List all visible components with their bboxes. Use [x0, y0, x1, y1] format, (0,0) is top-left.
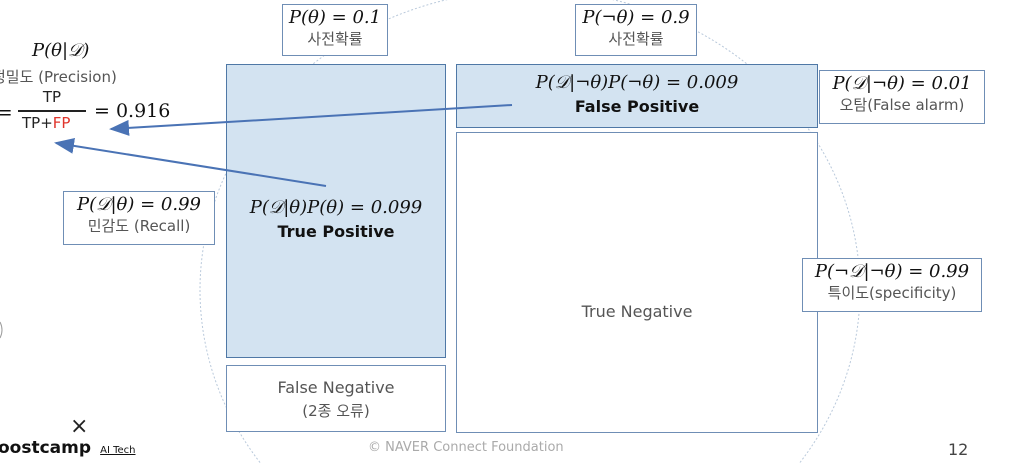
brand-sub: AI Tech [100, 445, 136, 456]
false-positive-region [456, 64, 818, 128]
prior-theta-formula: P(θ) = 0.1 [288, 7, 382, 28]
prior-theta-box: P(θ) = 0.1 사전확률 [282, 4, 388, 56]
copyright-text: © NAVER Connect Foundation [368, 440, 564, 455]
specificity-box: P(¬𝒟|¬θ) = 0.99 특이도(specificity) [802, 258, 982, 312]
false-negative-sublabel: (2종 오류) [302, 402, 370, 420]
specificity-label: 특이도(specificity) [827, 284, 957, 302]
logo-mark-icon: × [70, 414, 89, 439]
precision-equals: = [0, 100, 13, 124]
precision-numerator: TP [42, 88, 62, 106]
specificity-formula: P(¬𝒟|¬θ) = 0.99 [814, 261, 970, 282]
brand-logo: oostcamp AI Tech [0, 438, 136, 458]
fp-arrow [109, 104, 513, 136]
recall-box: P(𝒟|θ) = 0.99 민감도 (Recall) [63, 191, 215, 245]
prior-theta-label: 사전확률 [307, 30, 363, 48]
recall-formula: P(𝒟|θ) = 0.99 [76, 194, 202, 215]
precision-denominator: TP+FP [22, 114, 70, 132]
denominator-fp: FP [52, 114, 71, 132]
true-negative-label: True Negative [581, 302, 693, 321]
brand-name: oostcamp [0, 438, 92, 458]
precision-label: 정밀도 (Precision) [0, 68, 117, 86]
precision-formula: P(θ|𝒟) [32, 40, 90, 61]
false-positive-formula: P(𝒟|¬θ)P(¬θ) = 0.009 [535, 72, 739, 93]
page-number: 12 [948, 440, 969, 459]
false-alarm-box: P(𝒟|¬θ) = 0.01 오탐(False alarm) [819, 70, 985, 124]
false-positive-label: False Positive [574, 97, 700, 116]
tp-arrow [54, 137, 327, 187]
fraction-bar [18, 110, 86, 112]
precision-result: = 0.916 [94, 100, 171, 122]
prior-not-theta-label: 사전확률 [608, 30, 664, 48]
true-positive-label: True Positive [277, 222, 395, 241]
true-positive-formula: P(𝒟|θ)P(θ) = 0.099 [249, 197, 423, 218]
recall-label: 민감도 (Recall) [87, 217, 191, 235]
false-negative-region [226, 365, 446, 432]
false-negative-label: False Negative [277, 378, 395, 397]
denominator-tp: TP+ [22, 114, 53, 132]
true-negative-region [456, 132, 818, 433]
prior-not-theta-box: P(¬θ) = 0.9 사전확률 [575, 4, 697, 56]
true-positive-region [226, 64, 446, 358]
false-alarm-label: 오탐(False alarm) [839, 96, 965, 114]
prior-not-theta-formula: P(¬θ) = 0.9 [582, 7, 690, 28]
false-alarm-formula: P(𝒟|¬θ) = 0.01 [832, 73, 972, 94]
